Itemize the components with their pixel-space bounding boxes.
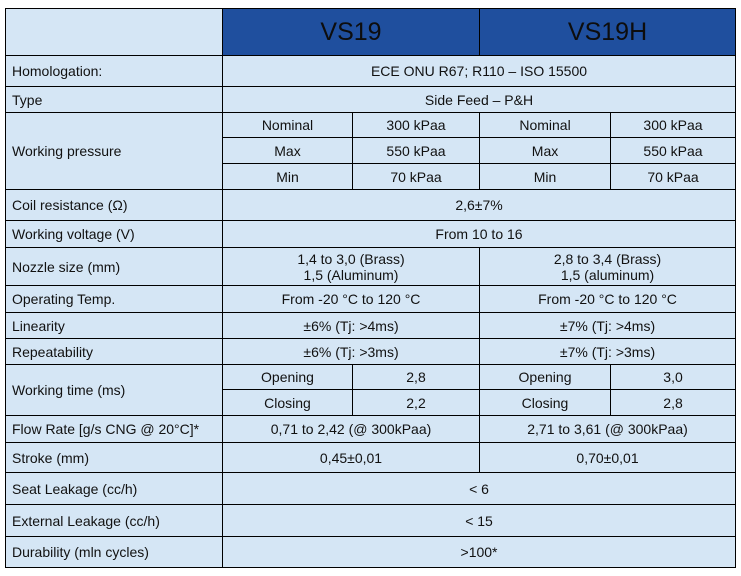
row-label: Homologation: — [5, 55, 223, 87]
table-row: Operating Temp. From -20 °C to 120 °C From… — [5, 285, 737, 313]
cell: 2,2 — [351, 389, 481, 416]
cell: From 10 to 16 — [221, 220, 737, 248]
table-row: Closing 2,2 Closing 2,8 — [6, 389, 737, 416]
table-row: Max 550 kPaa Max 550 kPaa — [6, 137, 737, 164]
row-label: Flow Rate [g/s CNG @ 20°C]* — [5, 415, 223, 443]
cell: 550 kPaa — [610, 137, 737, 164]
cell: Max — [479, 137, 612, 164]
table-row: Working time (ms) Opening 2,8 Opening 3,0 — [5, 364, 737, 416]
cell: 70 kPaa — [351, 163, 481, 190]
spec-table: VS19 VS19H Homologation: ECE ONU R67; R110 … — [5, 8, 737, 568]
cell: Min — [222, 163, 353, 190]
table-row: Nozzle size (mm) 1,4 to 3,0 (Brass) 1,5 (A… — [5, 247, 737, 286]
cell: ±6% (Tj: >3ms) — [221, 338, 481, 365]
table-row: Durability (mln cycles) >100* — [5, 536, 737, 568]
cell: Nominal — [222, 112, 353, 138]
cell: From -20 °C to 120 °C — [479, 285, 737, 313]
row-label: Operating Temp. — [5, 285, 223, 313]
row-label: Working time (ms) — [5, 364, 223, 416]
column-header: VS19H — [479, 8, 737, 56]
cell: Opening — [222, 364, 353, 390]
cell: 2,71 to 3,61 (@ 300kPaa) — [479, 415, 737, 443]
cell-line: 1,5 (aluminum) — [560, 266, 655, 283]
cell: Closing — [222, 389, 353, 416]
row-label: Working pressure — [5, 112, 223, 190]
corner-cell — [5, 8, 223, 56]
table-row: Linearity ±6% (Tj: >4ms) ±7% (Tj: >4ms) — [5, 312, 737, 339]
table-row: Repeatability ±6% (Tj: >3ms) ±7% (Tj: >3ms… — [5, 338, 737, 365]
column-header: VS19 — [221, 8, 481, 56]
table-row: Working voltage (V) From 10 to 16 — [5, 220, 737, 248]
cell: ECE ONU R67; R110 – ISO 15500 — [221, 55, 737, 87]
table-row: Flow Rate [g/s CNG @ 20°C]* 0,71 to 2,42 … — [5, 415, 737, 443]
cell: 300 kPaa — [610, 112, 737, 138]
cell: Nominal — [479, 112, 612, 138]
cell: < 15 — [221, 504, 737, 537]
row-label: Nozzle size (mm) — [5, 247, 223, 286]
row-label: Repeatability — [5, 338, 223, 365]
cell: 2,8 — [610, 389, 737, 416]
table-row: External Leakage (cc/h) < 15 — [5, 504, 737, 537]
cell: < 6 — [221, 472, 737, 505]
row-label: Coil resistance (Ω) — [5, 189, 223, 221]
table-row: Seat Leakage (cc/h) < 6 — [5, 472, 737, 505]
cell: 2,8 to 3,4 (Brass) 1,5 (aluminum) — [479, 247, 737, 286]
row-label: Stroke (mm) — [5, 442, 223, 473]
cell: >100* — [221, 536, 737, 568]
cell: 0,71 to 2,42 (@ 300kPaa) — [221, 415, 481, 443]
table-row: Type Side Feed – P&H — [5, 86, 737, 113]
table-row: Stroke (mm) 0,45±0,01 0,70±0,01 — [5, 442, 737, 473]
row-label: Working voltage (V) — [5, 220, 223, 248]
cell: 1,4 to 3,0 (Brass) 1,5 (Aluminum) — [221, 247, 481, 286]
row-label: Type — [5, 86, 223, 113]
row-label: External Leakage (cc/h) — [5, 504, 223, 537]
cell: Opening — [479, 364, 612, 390]
cell: 0,70±0,01 — [479, 442, 737, 473]
cell-line: 1,4 to 3,0 (Brass) — [297, 250, 405, 267]
row-label: Durability (mln cycles) — [5, 536, 223, 568]
cell: 70 kPaa — [610, 163, 737, 190]
table-row: Working pressure Nominal 300 kPaa Nominal 30… — [5, 112, 737, 190]
cell: Closing — [479, 389, 612, 416]
cell: 550 kPaa — [351, 137, 481, 164]
cell: Min — [479, 163, 612, 190]
table-row: Homologation: ECE ONU R67; R110 – ISO 155… — [5, 55, 737, 87]
cell: ±7% (Tj: >3ms) — [479, 338, 737, 365]
cell-line: 1,5 (Aluminum) — [303, 266, 399, 283]
cell: 300 kPaa — [351, 112, 481, 138]
header-row: VS19 VS19H — [5, 8, 737, 56]
table-row: Min 70 kPaa Min 70 kPaa — [6, 163, 737, 190]
cell: 2,8 — [351, 364, 481, 390]
row-label: Linearity — [5, 312, 223, 339]
cell: Max — [222, 137, 353, 164]
cell: 2,6±7% — [221, 189, 737, 221]
cell: 0,45±0,01 — [221, 442, 481, 473]
cell: ±7% (Tj: >4ms) — [479, 312, 737, 339]
cell: Side Feed – P&H — [221, 86, 737, 113]
cell: ±6% (Tj: >4ms) — [221, 312, 481, 339]
cell: From -20 °C to 120 °C — [221, 285, 481, 313]
row-label: Seat Leakage (cc/h) — [5, 472, 223, 505]
cell-line: 2,8 to 3,4 (Brass) — [553, 250, 662, 267]
table-row: Coil resistance (Ω) 2,6±7% — [5, 189, 737, 221]
cell: 3,0 — [610, 364, 737, 390]
